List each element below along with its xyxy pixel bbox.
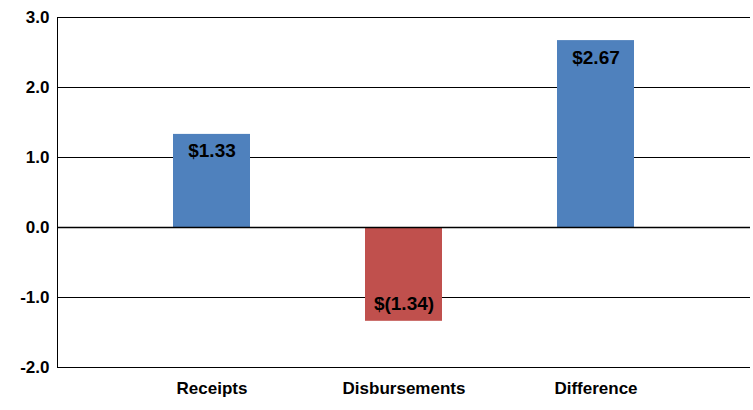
svg-text:2.0: 2.0 [26, 78, 50, 97]
svg-text:1.0: 1.0 [26, 148, 50, 167]
svg-text:Disbursements: Disbursements [343, 379, 466, 398]
svg-text:Difference: Difference [554, 379, 637, 398]
svg-text:$2.67: $2.67 [572, 47, 620, 68]
svg-text:Receipts: Receipts [177, 379, 248, 398]
svg-text:$(1.34): $(1.34) [374, 293, 434, 314]
svg-text:0.0: 0.0 [26, 218, 50, 237]
svg-text:$1.33: $1.33 [188, 140, 236, 161]
svg-text:3.0: 3.0 [26, 8, 50, 27]
svg-text:-2.0: -2.0 [20, 358, 49, 377]
svg-text:-1.0: -1.0 [20, 288, 49, 307]
